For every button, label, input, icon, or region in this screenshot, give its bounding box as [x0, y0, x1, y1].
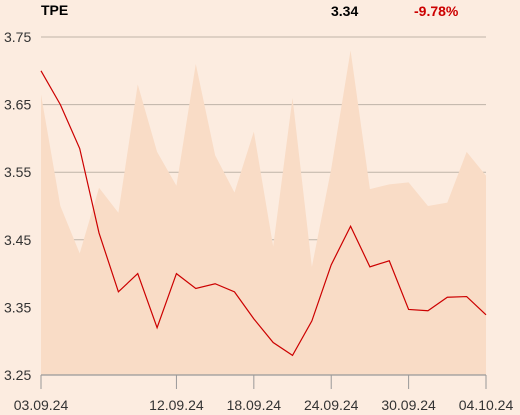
y-axis-labels: 3.75 3.65 3.55 3.45 3.35 3.25 — [4, 29, 31, 383]
x-tick-label: 04.10.24 — [459, 397, 514, 413]
last-value: 3.34 — [331, 3, 358, 19]
y-tick-label: 3.25 — [4, 367, 31, 383]
y-tick-label: 3.45 — [4, 232, 31, 248]
x-tick-label: 18.09.24 — [227, 397, 282, 413]
area-series — [41, 50, 486, 376]
x-axis-labels: 03.09.24 12.09.24 18.09.24 24.09.24 30.09.24… — [14, 397, 514, 413]
change-percent: -9.78% — [414, 3, 459, 19]
y-tick-label: 3.65 — [4, 97, 31, 113]
price-line-series — [40, 70, 487, 357]
y-tick-label: 3.75 — [4, 29, 31, 45]
x-tick-label: 24.09.24 — [304, 397, 359, 413]
x-axis — [40, 374, 487, 389]
y-tick-label: 3.35 — [4, 299, 31, 315]
x-tick-label: 03.09.24 — [14, 397, 69, 413]
y-tick-label: 3.55 — [4, 164, 31, 180]
x-tick-label: 12.09.24 — [149, 397, 204, 413]
x-tick-label: 30.09.24 — [381, 397, 436, 413]
symbol-label: TPE — [41, 2, 68, 18]
